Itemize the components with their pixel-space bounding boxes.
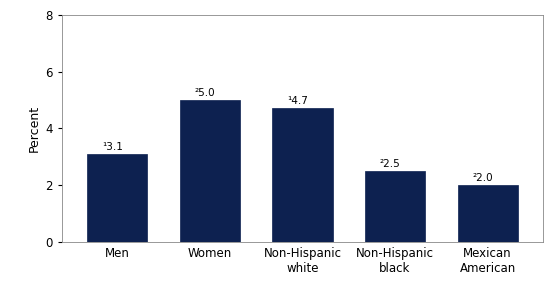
Bar bbox=[365, 171, 425, 242]
Y-axis label: Percent: Percent bbox=[28, 105, 41, 152]
Text: ¹4.7: ¹4.7 bbox=[287, 96, 308, 106]
Text: ¹3.1: ¹3.1 bbox=[102, 142, 123, 152]
Text: ²2.5: ²2.5 bbox=[380, 159, 401, 169]
Text: ²5.0: ²5.0 bbox=[195, 88, 216, 98]
Bar bbox=[180, 100, 240, 242]
Bar bbox=[87, 154, 147, 242]
Bar bbox=[272, 109, 333, 242]
Bar bbox=[458, 185, 518, 242]
Text: ²2.0: ²2.0 bbox=[473, 173, 493, 183]
